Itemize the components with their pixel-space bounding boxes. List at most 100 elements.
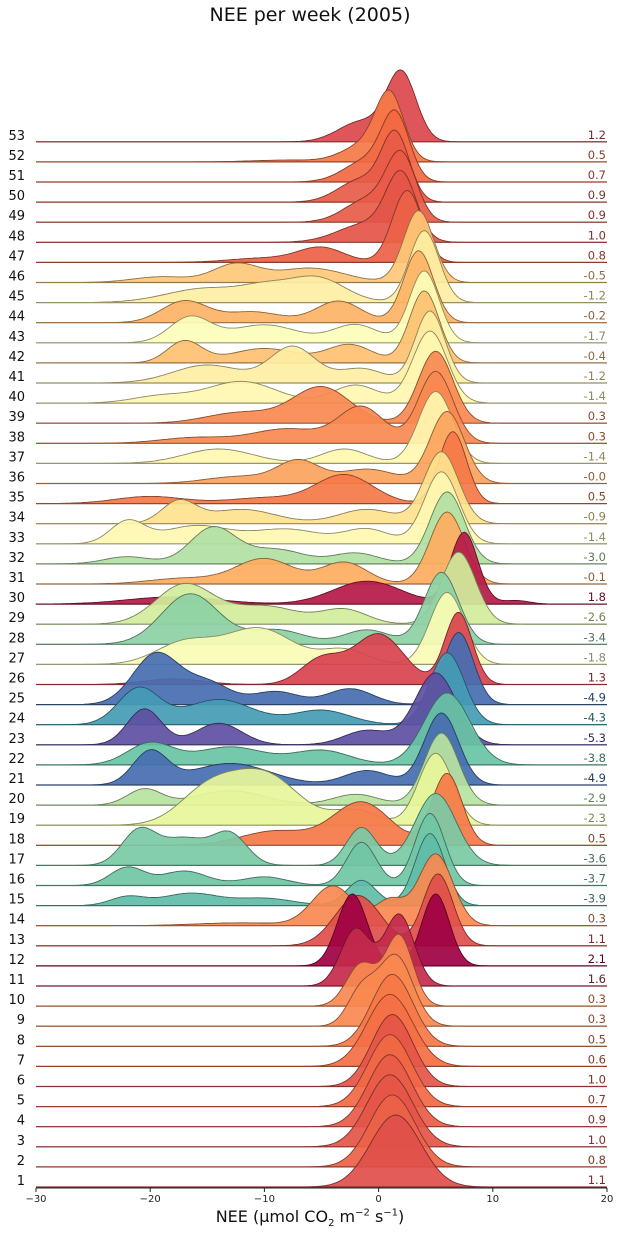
week-label: 14 bbox=[8, 913, 25, 928]
mean-value-label: 0.6 bbox=[588, 1052, 606, 1066]
mean-value-label: -1.4 bbox=[584, 449, 606, 463]
week-label: 17 bbox=[8, 852, 25, 867]
ridge-week-35: 35 0.5 bbox=[8, 431, 607, 506]
ridge-week-12: 12 2.1 bbox=[8, 893, 607, 968]
week-label: 53 bbox=[8, 129, 25, 144]
ridge-area bbox=[36, 431, 607, 504]
ridge-area bbox=[36, 190, 607, 263]
ridge-area bbox=[36, 753, 607, 826]
ridge-week-13: 13 1.1 bbox=[8, 873, 607, 948]
week-label: 20 bbox=[8, 792, 25, 807]
week-label: 37 bbox=[8, 450, 25, 465]
ridge-week-48: 48 1.0 bbox=[8, 169, 607, 244]
ridge-area bbox=[36, 110, 607, 182]
ridge-week-38: 38 0.3 bbox=[8, 370, 607, 445]
ridge-outline bbox=[36, 551, 607, 625]
mean-value-label: -0.0 bbox=[584, 470, 606, 484]
week-label: 47 bbox=[8, 249, 25, 264]
week-label: 31 bbox=[8, 571, 25, 586]
ridge-area bbox=[36, 773, 607, 846]
ridge-area bbox=[36, 1034, 607, 1107]
mean-value-label: -0.2 bbox=[584, 309, 606, 323]
mean-value-label: -3.6 bbox=[584, 851, 606, 865]
mean-value-label: -2.6 bbox=[584, 610, 606, 624]
ridge-week-44: 44 -0.2 bbox=[8, 250, 607, 325]
mean-value-label: -1.2 bbox=[584, 289, 606, 303]
week-label: 29 bbox=[8, 611, 25, 626]
ridges-group: 53 1.252 0.551 0.750 0.949 0.948 1.047 0.846 -0.… bbox=[8, 69, 607, 1189]
week-label: 38 bbox=[8, 430, 25, 445]
mean-value-label: -3.4 bbox=[584, 630, 606, 644]
ridge-week-43: 43 -1.7 bbox=[8, 270, 607, 345]
week-label: 18 bbox=[8, 832, 25, 847]
week-label: 36 bbox=[8, 471, 25, 486]
ridge-area bbox=[36, 250, 607, 323]
ridge-area bbox=[36, 793, 607, 866]
week-label: 34 bbox=[8, 511, 25, 526]
ridge-week-41: 41 -1.2 bbox=[8, 310, 607, 385]
week-label: 35 bbox=[8, 491, 25, 506]
mean-value-label: 0.5 bbox=[588, 1032, 606, 1046]
ridge-week-22: 22 -3.8 bbox=[8, 692, 607, 767]
ridge-week-2: 2 0.8 bbox=[17, 1094, 607, 1169]
ridge-week-4: 4 0.9 bbox=[17, 1054, 607, 1129]
ridge-week-17: 17 -3.6 bbox=[8, 792, 607, 867]
ridge-week-3: 3 1.0 bbox=[17, 1074, 607, 1149]
x-tick-label: 0 bbox=[375, 1194, 381, 1205]
mean-value-label: 2.1 bbox=[588, 952, 606, 966]
week-label: 19 bbox=[8, 812, 25, 827]
week-label: 5 bbox=[17, 1094, 25, 1109]
mean-value-label: 1.0 bbox=[588, 228, 606, 242]
ridge-week-9: 9 0.3 bbox=[17, 953, 607, 1028]
ridge-area bbox=[36, 1074, 607, 1147]
mean-value-label: 1.2 bbox=[588, 128, 606, 142]
week-label: 28 bbox=[8, 631, 25, 646]
ridge-area bbox=[36, 69, 607, 142]
mean-value-label: 0.3 bbox=[588, 992, 606, 1006]
ridge-week-46: 46 -0.5 bbox=[8, 210, 607, 285]
week-label: 43 bbox=[8, 330, 25, 345]
mean-value-label: 1.0 bbox=[588, 1133, 606, 1147]
week-label: 32 bbox=[8, 551, 25, 566]
ridge-week-49: 49 0.9 bbox=[8, 149, 607, 224]
week-label: 10 bbox=[8, 993, 25, 1008]
mean-value-label: 1.6 bbox=[588, 972, 606, 986]
mean-value-label: 0.3 bbox=[588, 912, 606, 926]
week-label: 13 bbox=[8, 933, 25, 948]
week-label: 24 bbox=[8, 712, 25, 727]
x-axis-label-part: s bbox=[369, 1207, 384, 1226]
mean-value-label: -3.8 bbox=[584, 751, 606, 765]
x-axis-label-part: m bbox=[334, 1207, 356, 1226]
ridge-outline bbox=[36, 1034, 607, 1108]
ridge-week-11: 11 1.6 bbox=[8, 913, 607, 988]
ridge-area bbox=[36, 713, 607, 785]
mean-value-label: -3.0 bbox=[584, 550, 606, 564]
mean-value-label: 0.9 bbox=[588, 1113, 606, 1127]
ridge-area bbox=[36, 311, 607, 383]
ridge-outline bbox=[36, 1074, 607, 1148]
mean-value-label: 1.1 bbox=[588, 932, 606, 946]
mean-value-label: -1.7 bbox=[584, 329, 606, 343]
ridge-week-7: 7 0.6 bbox=[17, 993, 607, 1068]
ridge-area bbox=[36, 371, 607, 444]
week-label: 44 bbox=[8, 310, 25, 325]
ridge-area bbox=[36, 733, 607, 806]
ridge-area bbox=[36, 230, 607, 303]
mean-value-label: 0.3 bbox=[588, 1012, 606, 1026]
ridge-week-6: 6 1.0 bbox=[17, 1014, 607, 1089]
mean-value-label: 0.5 bbox=[588, 831, 606, 845]
mean-value-label: -4.9 bbox=[584, 691, 606, 705]
x-tick-label: −20 bbox=[140, 1194, 161, 1205]
week-label: 2 bbox=[17, 1154, 25, 1169]
ridge-week-52: 52 0.5 bbox=[8, 89, 607, 164]
ridge-week-39: 39 0.3 bbox=[8, 350, 607, 425]
week-label: 39 bbox=[8, 410, 25, 425]
week-label: 11 bbox=[8, 973, 25, 988]
ridge-outline bbox=[36, 109, 607, 183]
week-label: 21 bbox=[8, 772, 25, 787]
ridge-outline bbox=[36, 692, 607, 766]
x-tick-label: 20 bbox=[601, 1194, 614, 1205]
ridge-outline bbox=[35, 531, 607, 605]
ridge-week-47: 47 0.8 bbox=[8, 189, 607, 264]
week-label: 7 bbox=[17, 1053, 25, 1068]
